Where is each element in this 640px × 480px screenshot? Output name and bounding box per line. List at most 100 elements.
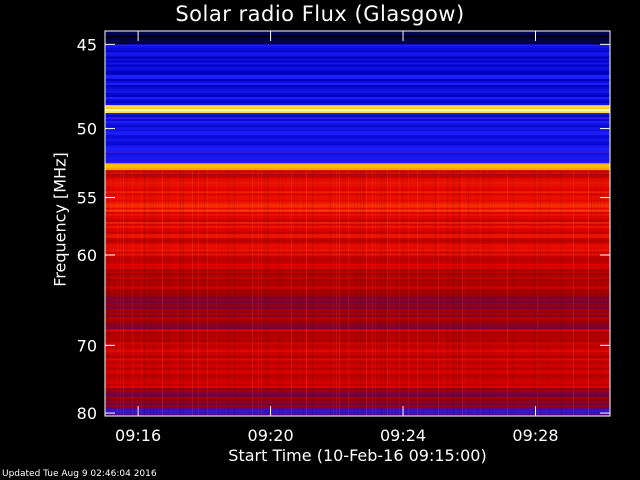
heatmap-band-7-row-2 [105, 195, 610, 198]
heatmap-band-11-row-8 [105, 345, 610, 349]
heatmap-band-8-row-10 [105, 235, 610, 239]
heatmap-band-3-row-0 [105, 113, 610, 116]
heatmap-band-14-row-1 [105, 409, 610, 413]
heatmap-streak [492, 170, 493, 416]
heatmap-streak [393, 170, 394, 416]
heatmap-band-0-row-0 [105, 31, 610, 34]
heatmap-band-1-row-27 [105, 99, 610, 102]
heatmap-band-12-row-2 [105, 364, 610, 367]
heatmap-band-12-row-4 [105, 368, 610, 371]
heatmap-band-1-row-13 [105, 70, 610, 74]
heatmap-streak [423, 170, 424, 416]
heatmap-streak [306, 170, 307, 416]
heatmap-band-7-row-7 [105, 205, 610, 209]
heatmap-streak [120, 170, 121, 416]
heatmap-band-6-row-7 [105, 183, 610, 187]
heatmap-streak [597, 170, 598, 416]
heatmap-band-2-row-2 [105, 109, 610, 112]
heatmap-streak [537, 170, 538, 416]
heatmap-band-11-row-0 [105, 329, 610, 333]
heatmap-band-0-row-3 [105, 36, 610, 40]
heatmap-band-7-row-3 [105, 197, 610, 201]
heatmap-band-10-row-9 [105, 312, 610, 316]
heatmap-streak [534, 170, 535, 416]
heatmap-band-9-row-0 [105, 265, 610, 268]
heatmap-streak [381, 170, 382, 416]
heatmap-band-10-row-12 [105, 319, 610, 322]
heatmap-band-8-row-16 [105, 247, 610, 251]
heatmap-band-12-row-8 [105, 376, 610, 379]
heatmap-band-1-row-11 [105, 66, 610, 70]
heatmap-band-1-row-17 [105, 78, 610, 82]
heatmap-band-1-row-24 [105, 92, 610, 96]
heatmap-band-4-row-5 [105, 143, 610, 146]
heatmap-band-1-row-28 [105, 101, 610, 104]
heatmap-band-9-row-12 [105, 288, 610, 292]
heatmap-band-2-row-1 [105, 107, 610, 110]
heatmap-band-8-row-2 [105, 219, 610, 223]
heatmap-band-9-row-11 [105, 286, 610, 290]
heatmap-band-4-row-3 [105, 139, 610, 142]
heatmap-band-12-row-12 [105, 384, 610, 387]
heatmap-streak [561, 170, 562, 416]
heatmap-band-1-row-7 [105, 58, 610, 62]
heatmap-band-6-row-5 [105, 179, 610, 183]
heatmap-band-1-row-16 [105, 76, 610, 80]
heatmap-band-11-row-1 [105, 331, 610, 335]
heatmap-band-1-row-19 [105, 82, 610, 86]
heatmap-band-11-row-7 [105, 343, 610, 347]
heatmap-band-0-row-5 [105, 40, 610, 44]
heatmap-streak [594, 170, 595, 416]
heatmap-band-4-row-10 [105, 153, 610, 156]
heatmap-band-12-row-7 [105, 374, 610, 377]
heatmap-band-10-row-4 [105, 302, 610, 306]
heatmap-band-7-row-9 [105, 209, 610, 213]
heatmap-streak [153, 170, 154, 416]
heatmap-band-11-row-5 [105, 339, 610, 343]
heatmap-band-1-row-26 [105, 97, 610, 100]
heatmap-band-13-row-7 [105, 402, 610, 406]
heatmap-streak [573, 170, 574, 416]
y-axis: 45 50 55 60 70 80 [77, 35, 610, 423]
heatmap-band-9-row-7 [105, 278, 610, 282]
heatmap-band-4-row-8 [105, 149, 610, 152]
heatmap-band-0-row-2 [105, 34, 610, 38]
heatmap-band-4-row-11 [105, 155, 610, 158]
heatmap-band-10-row-15 [105, 325, 610, 328]
heatmap-band-8-row-12 [105, 239, 610, 243]
heatmap-band-9-row-4 [105, 273, 610, 276]
heatmap-band-7-row-10 [105, 211, 610, 215]
heatmap-band-2-row-0 [105, 105, 610, 108]
heatmap-streak [297, 170, 298, 416]
heatmap-streak [207, 170, 208, 416]
heatmap-band-6-row-10 [105, 189, 610, 192]
heatmap-streak [603, 170, 604, 416]
heatmap-band-4-row-4 [105, 141, 610, 144]
heatmap-streak [477, 170, 478, 416]
heatmap-streak [258, 170, 259, 416]
heatmap-band-12-row-5 [105, 370, 610, 373]
heatmap-streak [156, 170, 157, 416]
heatmap-streak [372, 170, 373, 416]
heatmap-band-13-row-5 [105, 398, 610, 402]
heatmap-band-11-row-9 [105, 347, 610, 351]
heatmap-band-5-row-2 [105, 167, 610, 171]
heatmap-band-8-row-23 [105, 261, 610, 265]
heatmap-streak [465, 170, 466, 416]
heatmap-band-8-row-5 [105, 225, 610, 229]
y-tick-label: 60 [77, 246, 97, 265]
heatmap-band-4-row-14 [105, 161, 610, 164]
heatmap-band-0-row-1 [105, 32, 610, 36]
heatmap-streak [366, 170, 367, 416]
heatmap-streak [252, 170, 253, 416]
heatmap-streak [294, 170, 295, 416]
x-tick-label: 09:24 [380, 426, 426, 445]
heatmap-streak [195, 170, 196, 416]
heatmap-band-1-row-6 [105, 56, 610, 60]
heatmap-streak [363, 170, 364, 416]
heatmap-band-4-row-0 [105, 133, 610, 136]
heatmap-streak [162, 170, 163, 416]
heatmap-band-1-row-0 [105, 44, 610, 47]
heatmap-band-8-row-11 [105, 237, 610, 241]
heatmap-band-1-row-15 [105, 74, 610, 78]
